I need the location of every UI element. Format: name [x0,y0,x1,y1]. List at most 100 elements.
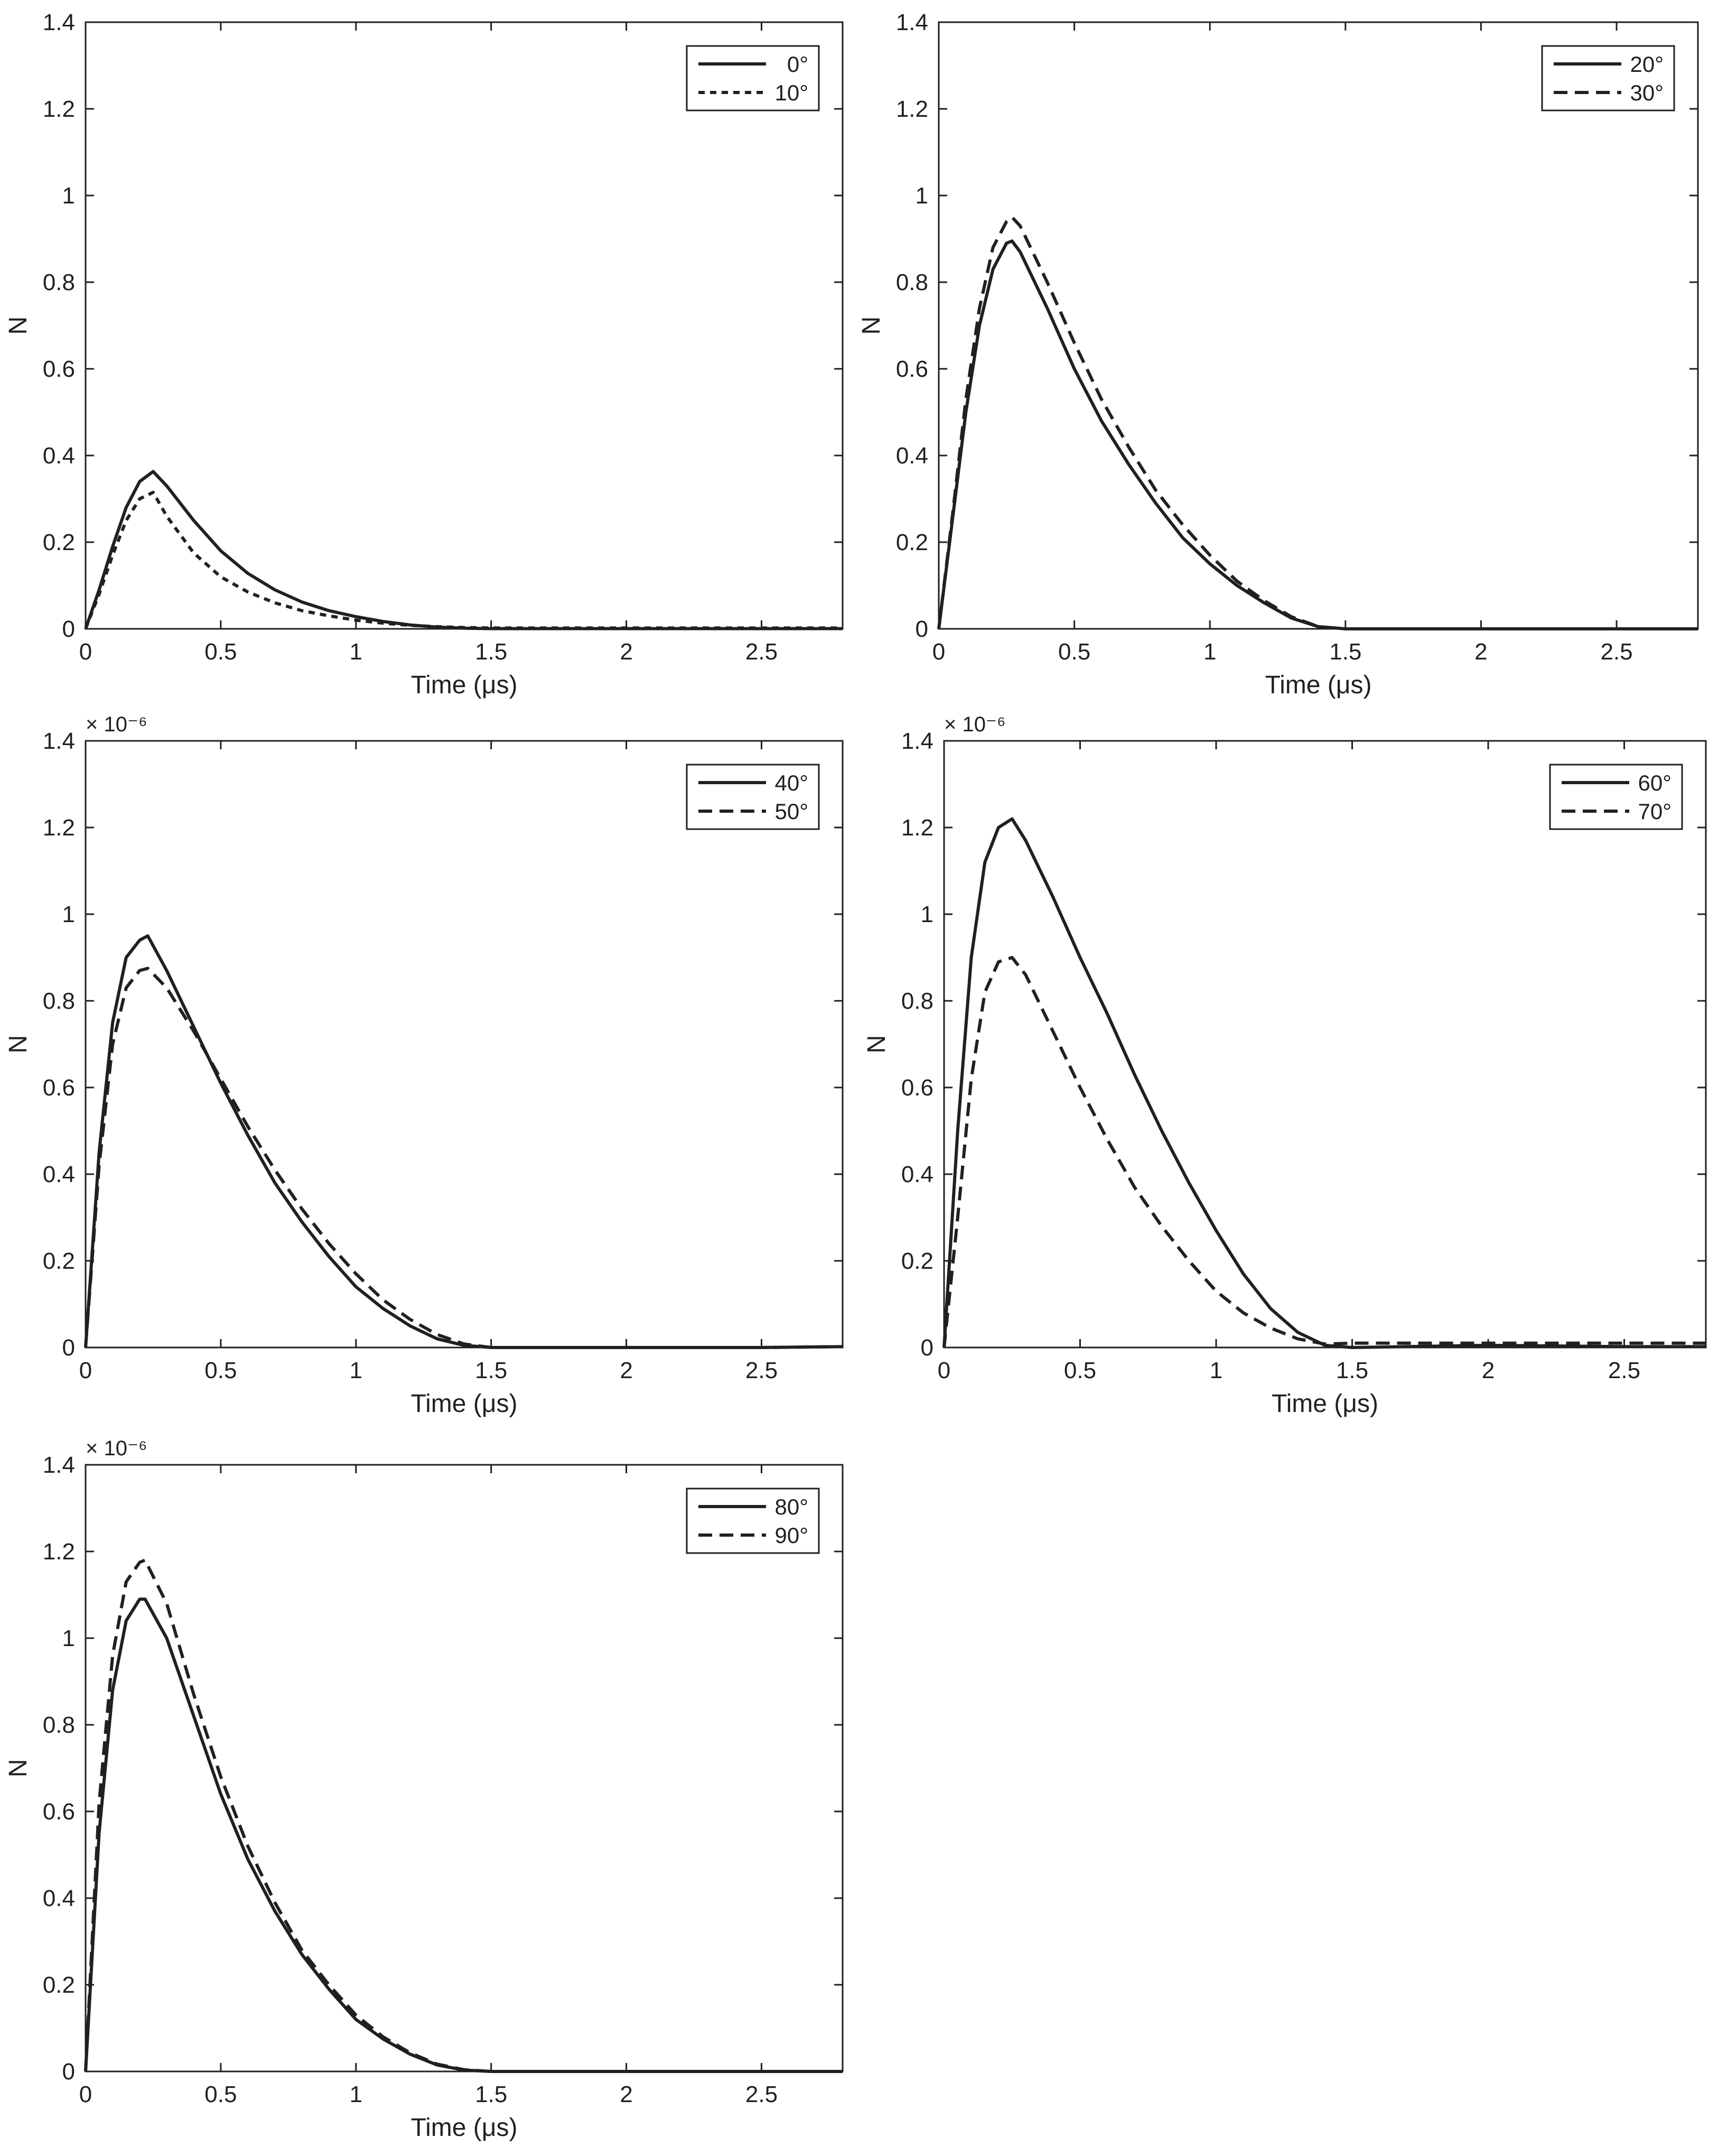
chart-panel-4: 0 0.5 1 1.5 2 2.5 0 0.2 0.4 0.6 0.8 1 1.2 1.4 Time (μs… [863,713,1707,1418]
y-tick-label: 0.2 [901,1248,933,1274]
x-tick-label: 2 [620,1358,632,1383]
y-tick-label: 0 [62,1335,75,1361]
series-line-2 [84,1558,843,2073]
y-tick-label: 0.6 [43,1799,75,1825]
chart-panel-1: 0 0.5 1 1.5 2 2.5 0 0.2 0.4 0.6 0.8 1 1.2 1.4 Time (μs… [4,10,844,699]
x-tick-label: 0 [79,2081,92,2107]
x-tick-label: 2.5 [745,639,778,665]
y-tick-label: 0.4 [43,1161,75,1187]
y-tick-label: 0.8 [901,988,933,1014]
x-tick-label: 2.5 [1608,1358,1640,1383]
y-tick-label: 1.4 [43,1452,75,1478]
y-tick-label: 1.2 [896,96,928,122]
y-tick-label: 0.6 [901,1075,933,1101]
legend: 80°90° [686,1488,820,1554]
x-tick-label: 2.5 [1600,639,1632,665]
x-axis-label: Time (μs) [411,2114,518,2142]
y-tick-label: 0.8 [43,1712,75,1738]
y-tick-label: 1 [916,183,928,209]
y-tick-label: 1 [62,902,75,927]
x-tick-label: 2.5 [745,1358,778,1383]
legend: 40°50° [686,764,820,830]
y-tick-label: 1 [62,1625,75,1651]
legend-label: 10° [774,80,808,105]
series-line-2 [84,490,843,630]
x-tick-label: 0 [938,1358,950,1383]
legend-box [1541,45,1675,111]
series-line-1 [84,470,843,630]
x-tick-label: 0.5 [204,2081,237,2107]
x-tick-label: 1 [350,639,362,665]
y-tick-label: 1.2 [43,96,75,122]
x-axis-label: Time (μs) [411,671,518,699]
y-tick-label: 0.8 [43,270,75,295]
x-tick-label: 1.5 [475,2081,507,2107]
y-tick-label: 0.2 [896,529,928,555]
y-tick-label: 0 [62,2059,75,2085]
y-exponent-label: × 10⁻⁶ [944,713,1006,736]
plot-frame [85,740,844,1349]
legend: 20°30° [1541,45,1675,111]
y-tick-label: 1.4 [43,10,75,35]
y-tick-label: 0.4 [896,443,928,469]
y-tick-label: 0.8 [896,270,928,295]
x-tick-label: 1 [1210,1358,1222,1383]
y-tick-label: 0.4 [901,1161,933,1187]
legend-label: 70° [1638,799,1672,824]
plot-frame [943,740,1707,1349]
legend-label: 80° [774,1494,808,1519]
x-tick-label: 0.5 [204,1358,237,1383]
legend-label: 50° [774,799,808,824]
x-axis-label: Time (μs) [1265,671,1372,699]
series-line-2 [84,967,843,1349]
legend-box [686,764,820,830]
series-line-1 [84,934,843,1349]
chart-panel-2: 0 0.5 1 1.5 2 2.5 0 0.2 0.4 0.6 0.8 1 1.2 1.4 Time (μs… [857,10,1699,699]
legend-box [686,45,820,111]
legend-label: 20° [1630,52,1664,77]
y-tick-label: 0.4 [43,443,75,469]
x-tick-label: 1.5 [1329,639,1361,665]
x-tick-label: 1 [350,1358,362,1383]
y-tick-label: 1.2 [901,815,933,841]
series-line-1 [942,817,1706,1349]
x-tick-label: 0 [79,639,92,665]
y-tick-label: 1.4 [896,10,928,35]
legend-label: 40° [774,770,808,795]
legend-label: 30° [1630,80,1664,105]
x-tick-label: 0.5 [204,639,237,665]
x-tick-label: 1.5 [1336,1358,1368,1383]
y-tick-label: 0.2 [43,529,75,555]
x-tick-label: 2 [1474,639,1487,665]
y-tick-label: 0 [921,1335,933,1361]
y-tick-label: 1.4 [43,728,75,754]
x-tick-label: 2 [620,2081,632,2107]
x-axis-label: Time (μs) [1272,1390,1378,1418]
y-axis-label: N [863,1035,891,1054]
legend-label: 0° [787,52,808,77]
x-tick-label: 2 [1482,1358,1495,1383]
x-tick-label: 0.5 [1064,1358,1096,1383]
y-tick-label: 1.2 [43,1539,75,1565]
x-tick-label: 2.5 [745,2081,778,2107]
y-tick-label: 0.2 [43,1248,75,1274]
y-tick-label: 0.8 [43,988,75,1014]
y-tick-label: 0.6 [896,356,928,382]
x-tick-label: 1 [350,2081,362,2107]
plot-frame [938,21,1699,630]
y-axis-label: N [4,317,32,335]
y-tick-label: 0 [916,616,928,642]
legend-label: 60° [1638,770,1672,795]
legend: 60°70° [1549,764,1683,830]
y-exponent-label: × 10⁻⁶ [86,1437,147,1460]
y-tick-label: 0.4 [43,1885,75,1911]
y-axis-label: N [4,1759,32,1778]
x-tick-label: 1.5 [475,1358,507,1383]
x-tick-label: 0 [932,639,945,665]
y-tick-label: 0.6 [43,1075,75,1101]
legend-box [686,1488,820,1554]
x-tick-label: 0 [79,1358,92,1383]
y-tick-label: 0 [62,616,75,642]
chart-panel-3: 0 0.5 1 1.5 2 2.5 0 0.2 0.4 0.6 0.8 1 1.2 1.4 Time (μs… [4,713,844,1418]
